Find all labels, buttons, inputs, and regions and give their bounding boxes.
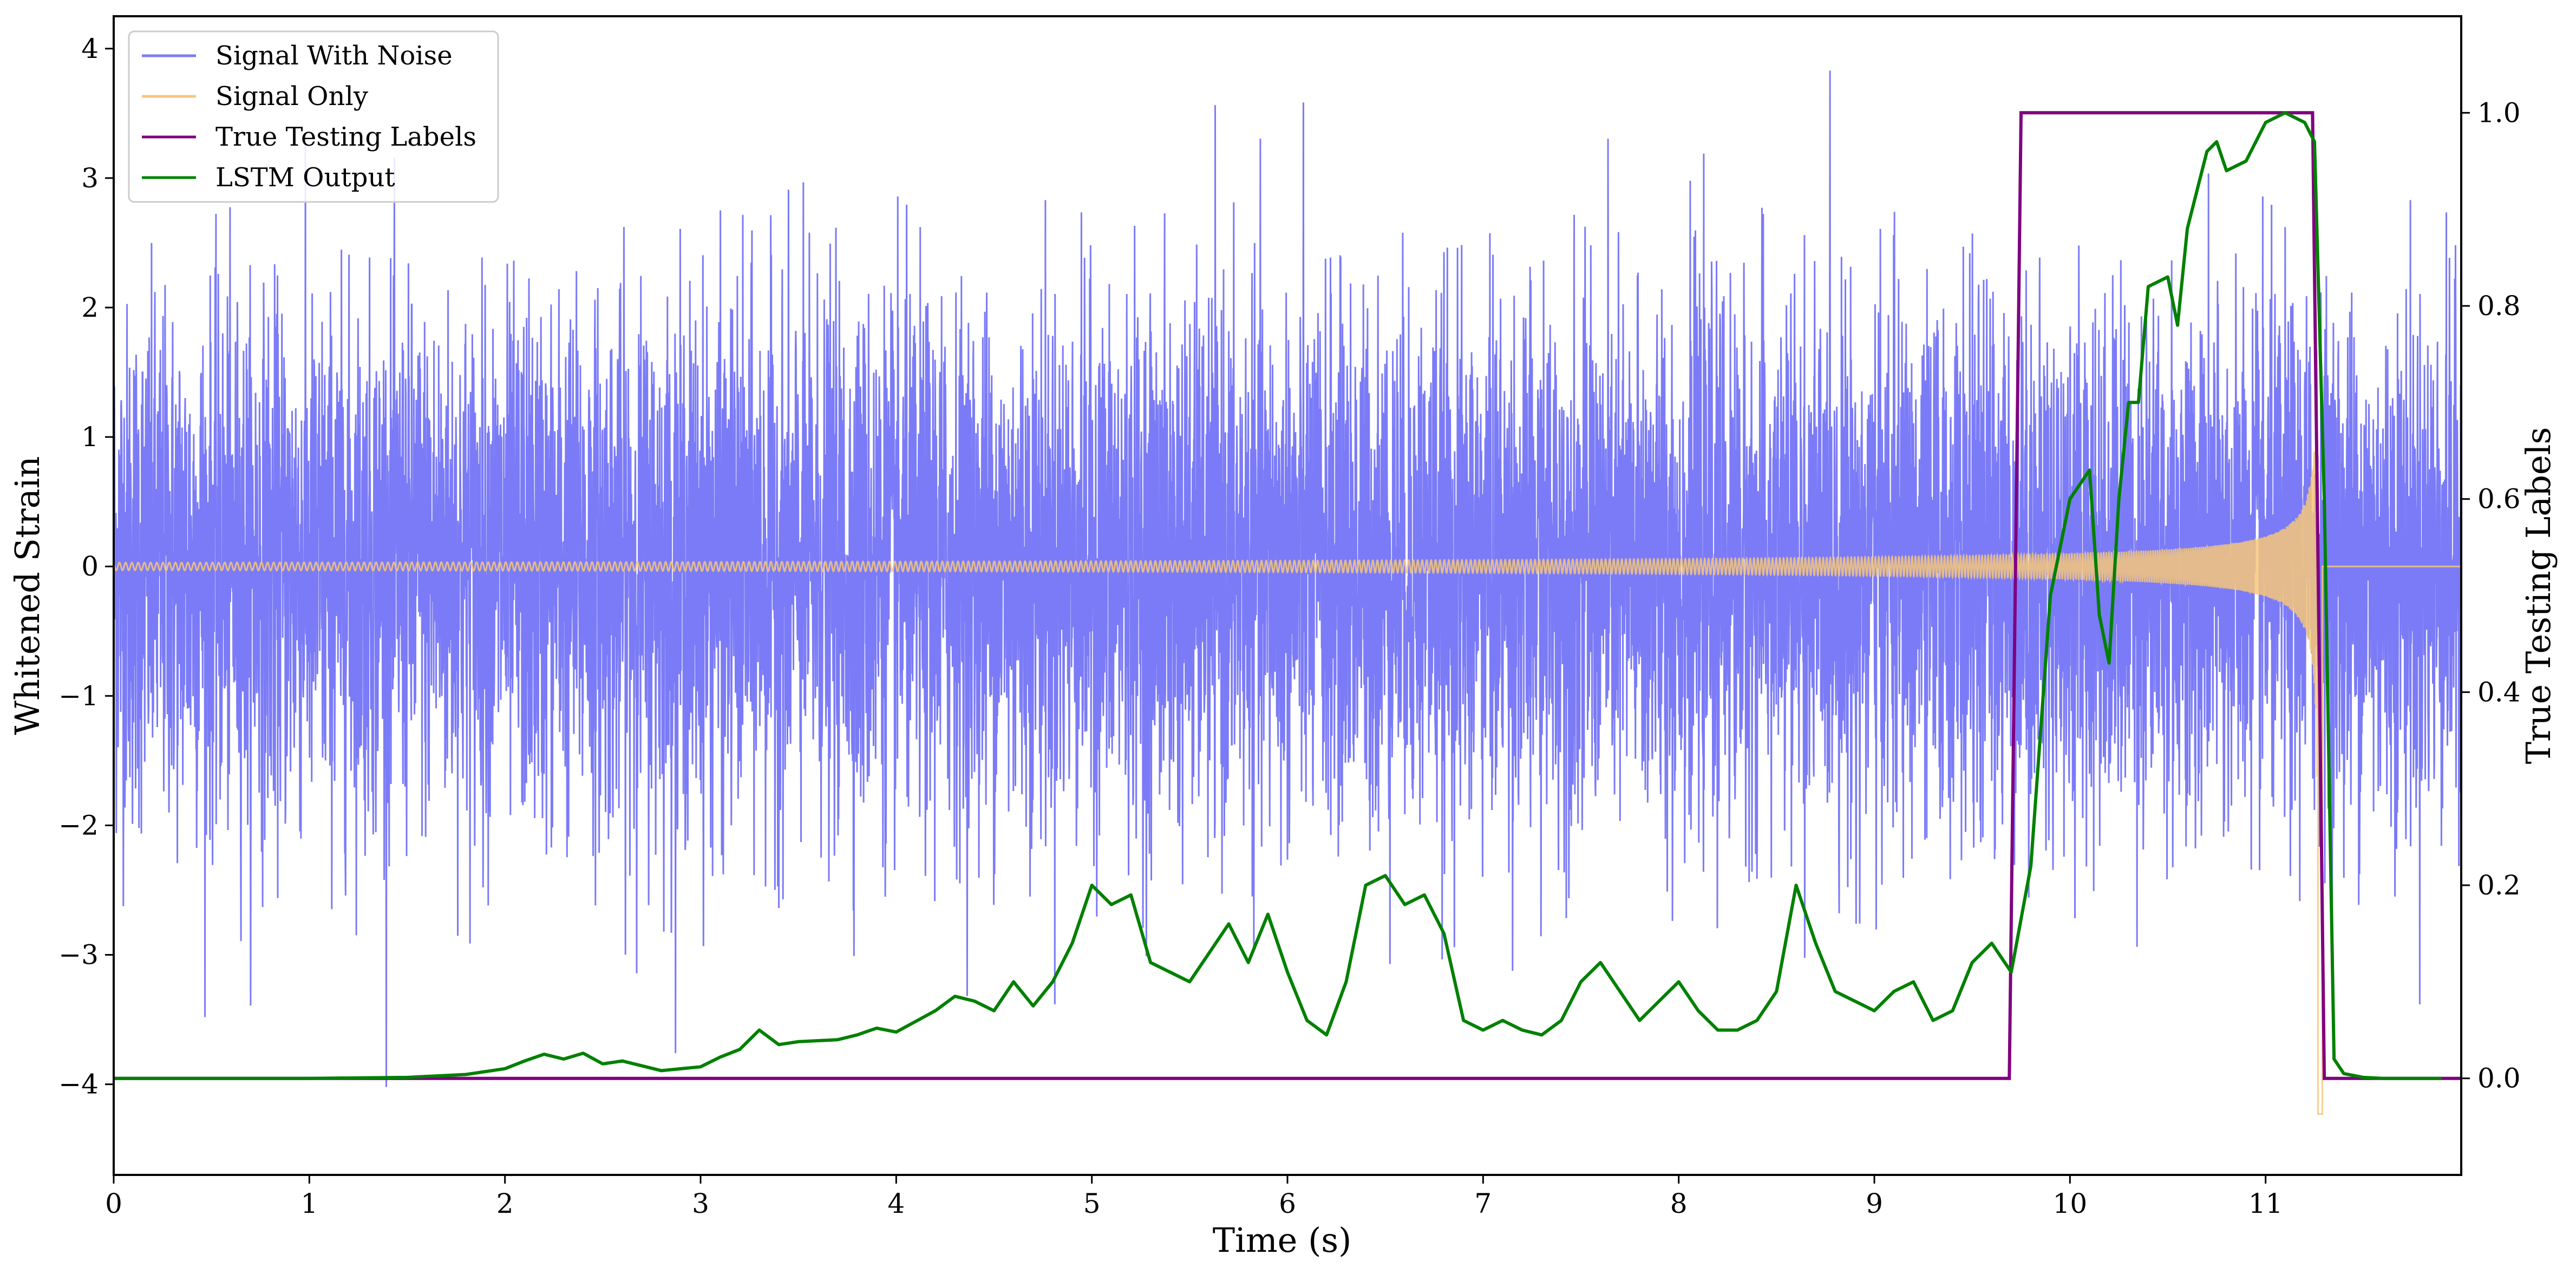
y2-tick-label: 1.0 [2477,97,2521,128]
y-tick-label: −3 [58,939,99,971]
legend-frame [128,30,499,203]
y-tick-label: 3 [81,162,99,194]
lstm-group [114,111,2442,1080]
noise-group [114,70,2461,1087]
signal-only-line [114,351,2461,1115]
y-tick-label: 0 [81,551,99,582]
x-tick-label: 11 [2248,1188,2283,1219]
y-tick-label: −4 [58,1069,99,1100]
x-tick-label: 8 [1670,1188,1688,1219]
y2-tick-label: 0.2 [2477,870,2521,901]
labels-group [114,111,2461,1080]
y2-tick-label: 0.0 [2477,1063,2521,1094]
legend: Signal With Noise Signal Only True Testi… [128,30,499,203]
x-tick-label: 6 [1279,1188,1296,1219]
x-tick-label: 3 [692,1188,709,1219]
legend-label-labels: True Testing Labels [215,122,476,152]
legend-label-signal: Signal Only [215,81,368,112]
y2-tick-label: 0.4 [2477,676,2521,708]
legend-label-noise: Signal With Noise [215,41,453,71]
y-axis-title: Whitened Strain [8,456,47,735]
legend-label-lstm: LSTM Output [215,162,395,193]
y-tick-label: 4 [81,33,99,64]
x-tick-label: 1 [300,1188,318,1219]
y-tick-label: −2 [58,809,99,841]
signal-with-noise-line [114,70,2461,1087]
x-tick-label: 2 [496,1188,514,1219]
x-tick-label: 5 [1083,1188,1101,1219]
x-tick-label: 4 [887,1188,905,1219]
y2-tick-label: 0.6 [2477,484,2521,515]
y-tick-label: 2 [81,292,99,323]
x-tick-label: 7 [1474,1188,1492,1219]
x-tick-label: 10 [2053,1188,2088,1219]
lstm-output-line [114,111,2442,1080]
y-axis-right: 0.0 0.2 0.4 0.6 0.8 1.0 [2461,97,2521,1094]
x-axis: 0 1 2 3 4 5 6 7 8 9 10 11 [105,1175,2283,1219]
y-tick-label: 1 [81,421,99,453]
y2-tick-label: 0.8 [2477,290,2521,322]
y-tick-label: −1 [58,680,99,711]
signal-only-group [114,351,2461,1115]
y-axis-left: −4 −3 −2 −1 0 1 2 3 4 [58,33,114,1100]
x-axis-title: Time (s) [1213,1220,1352,1260]
y2-axis-title: True Testing Labels [2519,427,2558,765]
x-tick-label: 0 [105,1188,122,1219]
x-tick-label: 9 [1866,1188,1883,1219]
true-testing-labels-line [114,111,2461,1080]
